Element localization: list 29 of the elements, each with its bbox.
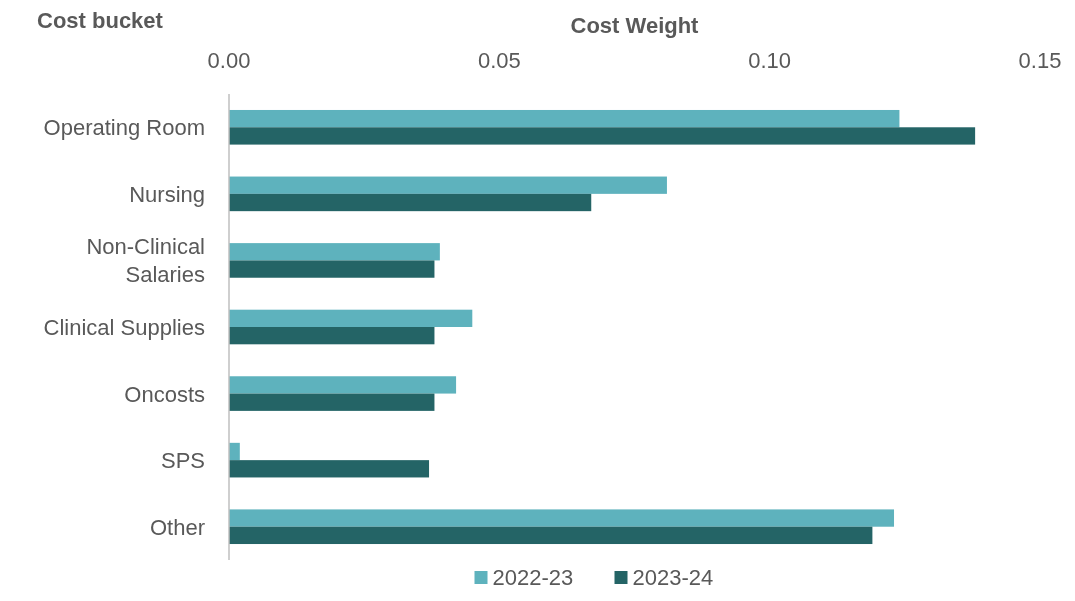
bar: [229, 460, 430, 478]
x-tick-label: 0.00: [207, 48, 251, 73]
bar: [229, 376, 457, 394]
bar: [229, 442, 240, 461]
y-axis-title: Cost bucket: [37, 8, 164, 33]
bar: [229, 243, 440, 261]
bar: [229, 127, 976, 145]
x-tick-label: 0.15: [1018, 48, 1062, 73]
bar: [229, 109, 900, 128]
x-axis-title: Cost Weight: [570, 13, 700, 38]
bar: [229, 393, 435, 411]
bar: [229, 260, 435, 278]
y-tick-label: Nursing: [129, 181, 205, 207]
y-tick-label: Clinical Supplies: [43, 315, 205, 340]
y-tick-label: Oncosts: [124, 381, 205, 407]
x-tick-label: 0.05: [477, 48, 521, 73]
y-tick-label: Operating Room: [43, 115, 205, 141]
bar: [229, 176, 667, 194]
bar: [229, 193, 592, 212]
x-tick-label: 0.10: [748, 48, 792, 73]
bar: [229, 526, 873, 545]
bar: [229, 509, 895, 527]
bar: [229, 309, 473, 327]
y-tick-label: Non-Clinical Salaries: [86, 234, 205, 288]
y-tick-label: SPS: [160, 448, 205, 474]
legend-label: 2022-23: [492, 565, 574, 590]
bar: [229, 327, 435, 345]
y-tick-label: Other: [149, 514, 205, 540]
legend-label: 2023-24: [632, 565, 714, 590]
